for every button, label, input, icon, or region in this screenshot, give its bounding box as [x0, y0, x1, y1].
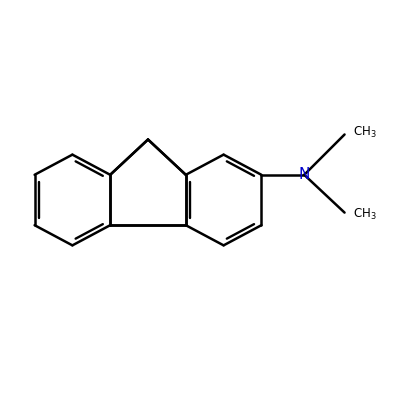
Text: N: N — [298, 167, 310, 182]
Text: CH$_3$: CH$_3$ — [352, 207, 376, 222]
Text: CH$_3$: CH$_3$ — [352, 125, 376, 140]
